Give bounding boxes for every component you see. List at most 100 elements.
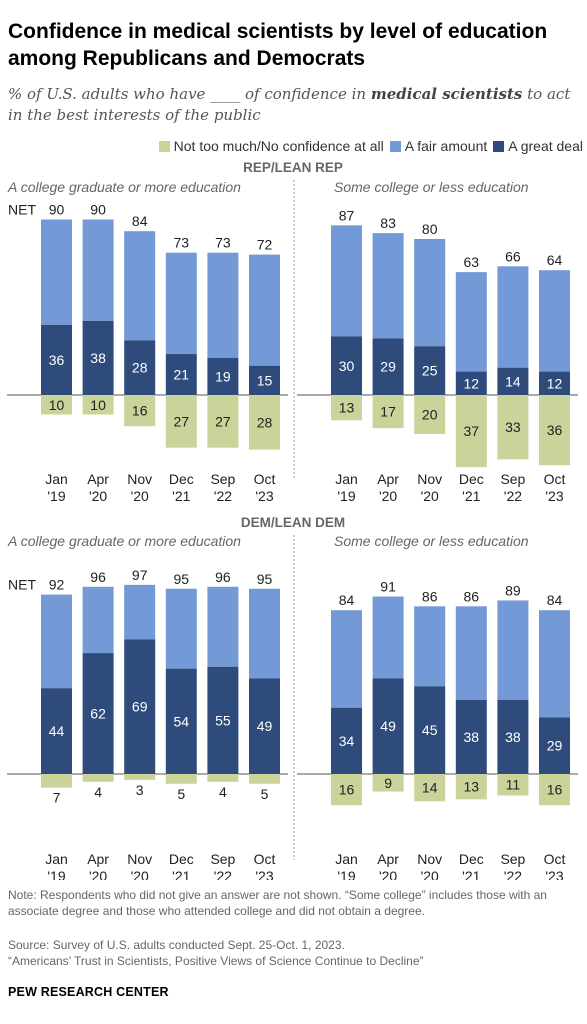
bar-not-too-much-0-0-5 (249, 395, 280, 450)
net-label-1-1-3: 86 (464, 588, 480, 604)
great-deal-label-0-1-5: 12 (547, 375, 563, 391)
legend-item-fair-amount: A fair amount (389, 138, 487, 154)
great-deal-label-1-0-4: 55 (215, 712, 231, 728)
category-month-1-1-0: Jan (335, 851, 358, 867)
bar-fair-amount-1-1-0 (331, 610, 362, 708)
net-label-0-0-4: 73 (215, 235, 231, 251)
not-too-much-label-0-1-1: 17 (380, 404, 396, 420)
category-year-0-0-5: '23 (255, 488, 273, 504)
chart-title: Confidence in medical scientists by leve… (8, 20, 548, 70)
category-month-0-1-0: Jan (335, 471, 358, 487)
bar-not-too-much-1-0-1 (82, 774, 114, 782)
bar-great-deal-0-0-3 (165, 354, 197, 395)
category-month-1-0-3: Dec (169, 851, 194, 867)
category-month-1-0-2: Nov (127, 851, 152, 867)
net-label-0-0-5: 72 (257, 237, 273, 253)
category-year-1-1-2: '20 (421, 868, 439, 880)
category-month-1-1-3: Dec (459, 851, 484, 867)
bar-not-too-much-0-0-1 (82, 395, 114, 415)
not-too-much-label-1-0-2: 3 (136, 782, 144, 798)
great-deal-label-0-0-3: 21 (174, 367, 190, 383)
category-month-0-1-1: Apr (377, 471, 399, 487)
education-label-0-1: Some college or less education (334, 179, 529, 195)
net-label-0-1-4: 66 (505, 248, 521, 264)
category-month-0-0-4: Sep (210, 471, 235, 487)
bar-fair-amount-0-1-0 (331, 225, 362, 337)
bar-great-deal-0-1-5 (539, 371, 570, 395)
subtitle-part-1: % of U.S. adults who have ____ of confid… (8, 85, 371, 103)
legend: Not too much/No confidence at all A fair… (0, 138, 583, 154)
not-too-much-label-1-1-5: 16 (547, 782, 563, 798)
bar-not-too-much-0-0-3 (165, 395, 197, 448)
category-year-0-1-3: '21 (462, 488, 480, 504)
category-year-1-1-5: '23 (545, 868, 563, 880)
bar-fair-amount-1-0-4 (207, 586, 239, 667)
category-month-0-0-1: Apr (87, 471, 109, 487)
not-too-much-label-0-0-1: 10 (90, 397, 106, 413)
category-year-1-1-1: '20 (379, 868, 397, 880)
not-too-much-label-0-1-5: 36 (547, 422, 563, 438)
category-month-1-1-4: Sep (500, 851, 525, 867)
not-too-much-label-1-1-0: 16 (339, 782, 355, 798)
category-year-0-1-4: '22 (504, 488, 522, 504)
category-year-0-1-0: '19 (337, 488, 355, 504)
not-too-much-label-1-0-5: 5 (261, 786, 269, 802)
bar-great-deal-1-1-3 (455, 699, 487, 774)
great-deal-label-0-0-1: 38 (90, 350, 106, 366)
bar-fair-amount-0-0-2 (124, 231, 156, 341)
education-label-0-0: A college graduate or more education (7, 179, 241, 195)
bar-great-deal-0-0-2 (124, 340, 156, 395)
net-label-1-1-1: 91 (380, 579, 396, 595)
not-too-much-label-1-0-1: 4 (94, 784, 102, 800)
net-label-1-0-2: 97 (132, 567, 148, 583)
bar-great-deal-0-1-1 (372, 338, 404, 395)
category-month-0-0-2: Nov (127, 471, 152, 487)
bar-great-deal-1-0-0 (41, 688, 72, 774)
education-label-1-1: Some college or less education (334, 533, 529, 549)
bar-great-deal-1-1-0 (331, 707, 362, 774)
net-label-1-1-0: 84 (339, 592, 355, 608)
bar-not-too-much-1-0-0 (41, 774, 72, 788)
category-month-1-0-1: Apr (87, 851, 109, 867)
bar-fair-amount-0-1-2 (414, 239, 446, 347)
category-month-1-1-5: Oct (544, 851, 566, 867)
net-label-1-1-4: 89 (505, 582, 521, 598)
bar-fair-amount-1-0-0 (41, 594, 72, 689)
bar-not-too-much-1-0-5 (249, 774, 280, 784)
bar-fair-amount-0-1-3 (455, 272, 487, 372)
net-label-1-0-0: 92 (49, 577, 65, 593)
bar-fair-amount-0-0-4 (207, 252, 239, 358)
net-heading-1: NET (8, 577, 36, 593)
bar-not-too-much-1-1-1 (372, 774, 404, 792)
net-label-1-0-3: 95 (174, 571, 190, 587)
great-deal-label-1-0-3: 54 (174, 713, 190, 729)
category-year-0-0-3: '21 (172, 488, 190, 504)
bar-not-too-much-0-0-0 (41, 395, 72, 415)
bar-fair-amount-0-1-1 (372, 233, 404, 339)
great-deal-label-1-1-5: 29 (547, 738, 563, 754)
category-year-1-1-0: '19 (337, 868, 355, 880)
bar-not-too-much-0-1-0 (331, 395, 362, 421)
legend-item-great-deal: A great deal (493, 138, 583, 154)
great-deal-label-0-0-2: 28 (132, 360, 148, 376)
not-too-much-label-0-0-3: 27 (174, 413, 190, 429)
not-too-much-label-1-1-2: 14 (422, 780, 438, 796)
legend-label-great-deal: A great deal (508, 138, 583, 154)
report-line: “Americans’ Trust in Scientists, Positiv… (8, 954, 424, 968)
bar-great-deal-0-1-4 (497, 367, 529, 395)
great-deal-label-1-0-2: 69 (132, 699, 148, 715)
bar-great-deal-0-1-0 (331, 336, 362, 395)
bar-great-deal-0-1-2 (414, 346, 446, 395)
great-deal-label-1-1-2: 45 (422, 722, 438, 738)
category-year-0-1-1: '20 (379, 488, 397, 504)
net-label-1-0-1: 96 (90, 569, 106, 585)
legend-item-not-too-much: Not too much/No confidence at all (158, 138, 384, 154)
net-label-0-1-0: 87 (339, 207, 355, 223)
bar-fair-amount-0-0-3 (165, 252, 197, 355)
bar-great-deal-1-0-5 (249, 678, 280, 774)
not-too-much-label-0-1-0: 13 (339, 400, 355, 416)
net-label-0-1-5: 64 (547, 252, 563, 268)
bar-fair-amount-1-1-5 (539, 610, 570, 718)
category-month-1-0-0: Jan (45, 851, 68, 867)
net-heading-0: NET (8, 202, 36, 218)
